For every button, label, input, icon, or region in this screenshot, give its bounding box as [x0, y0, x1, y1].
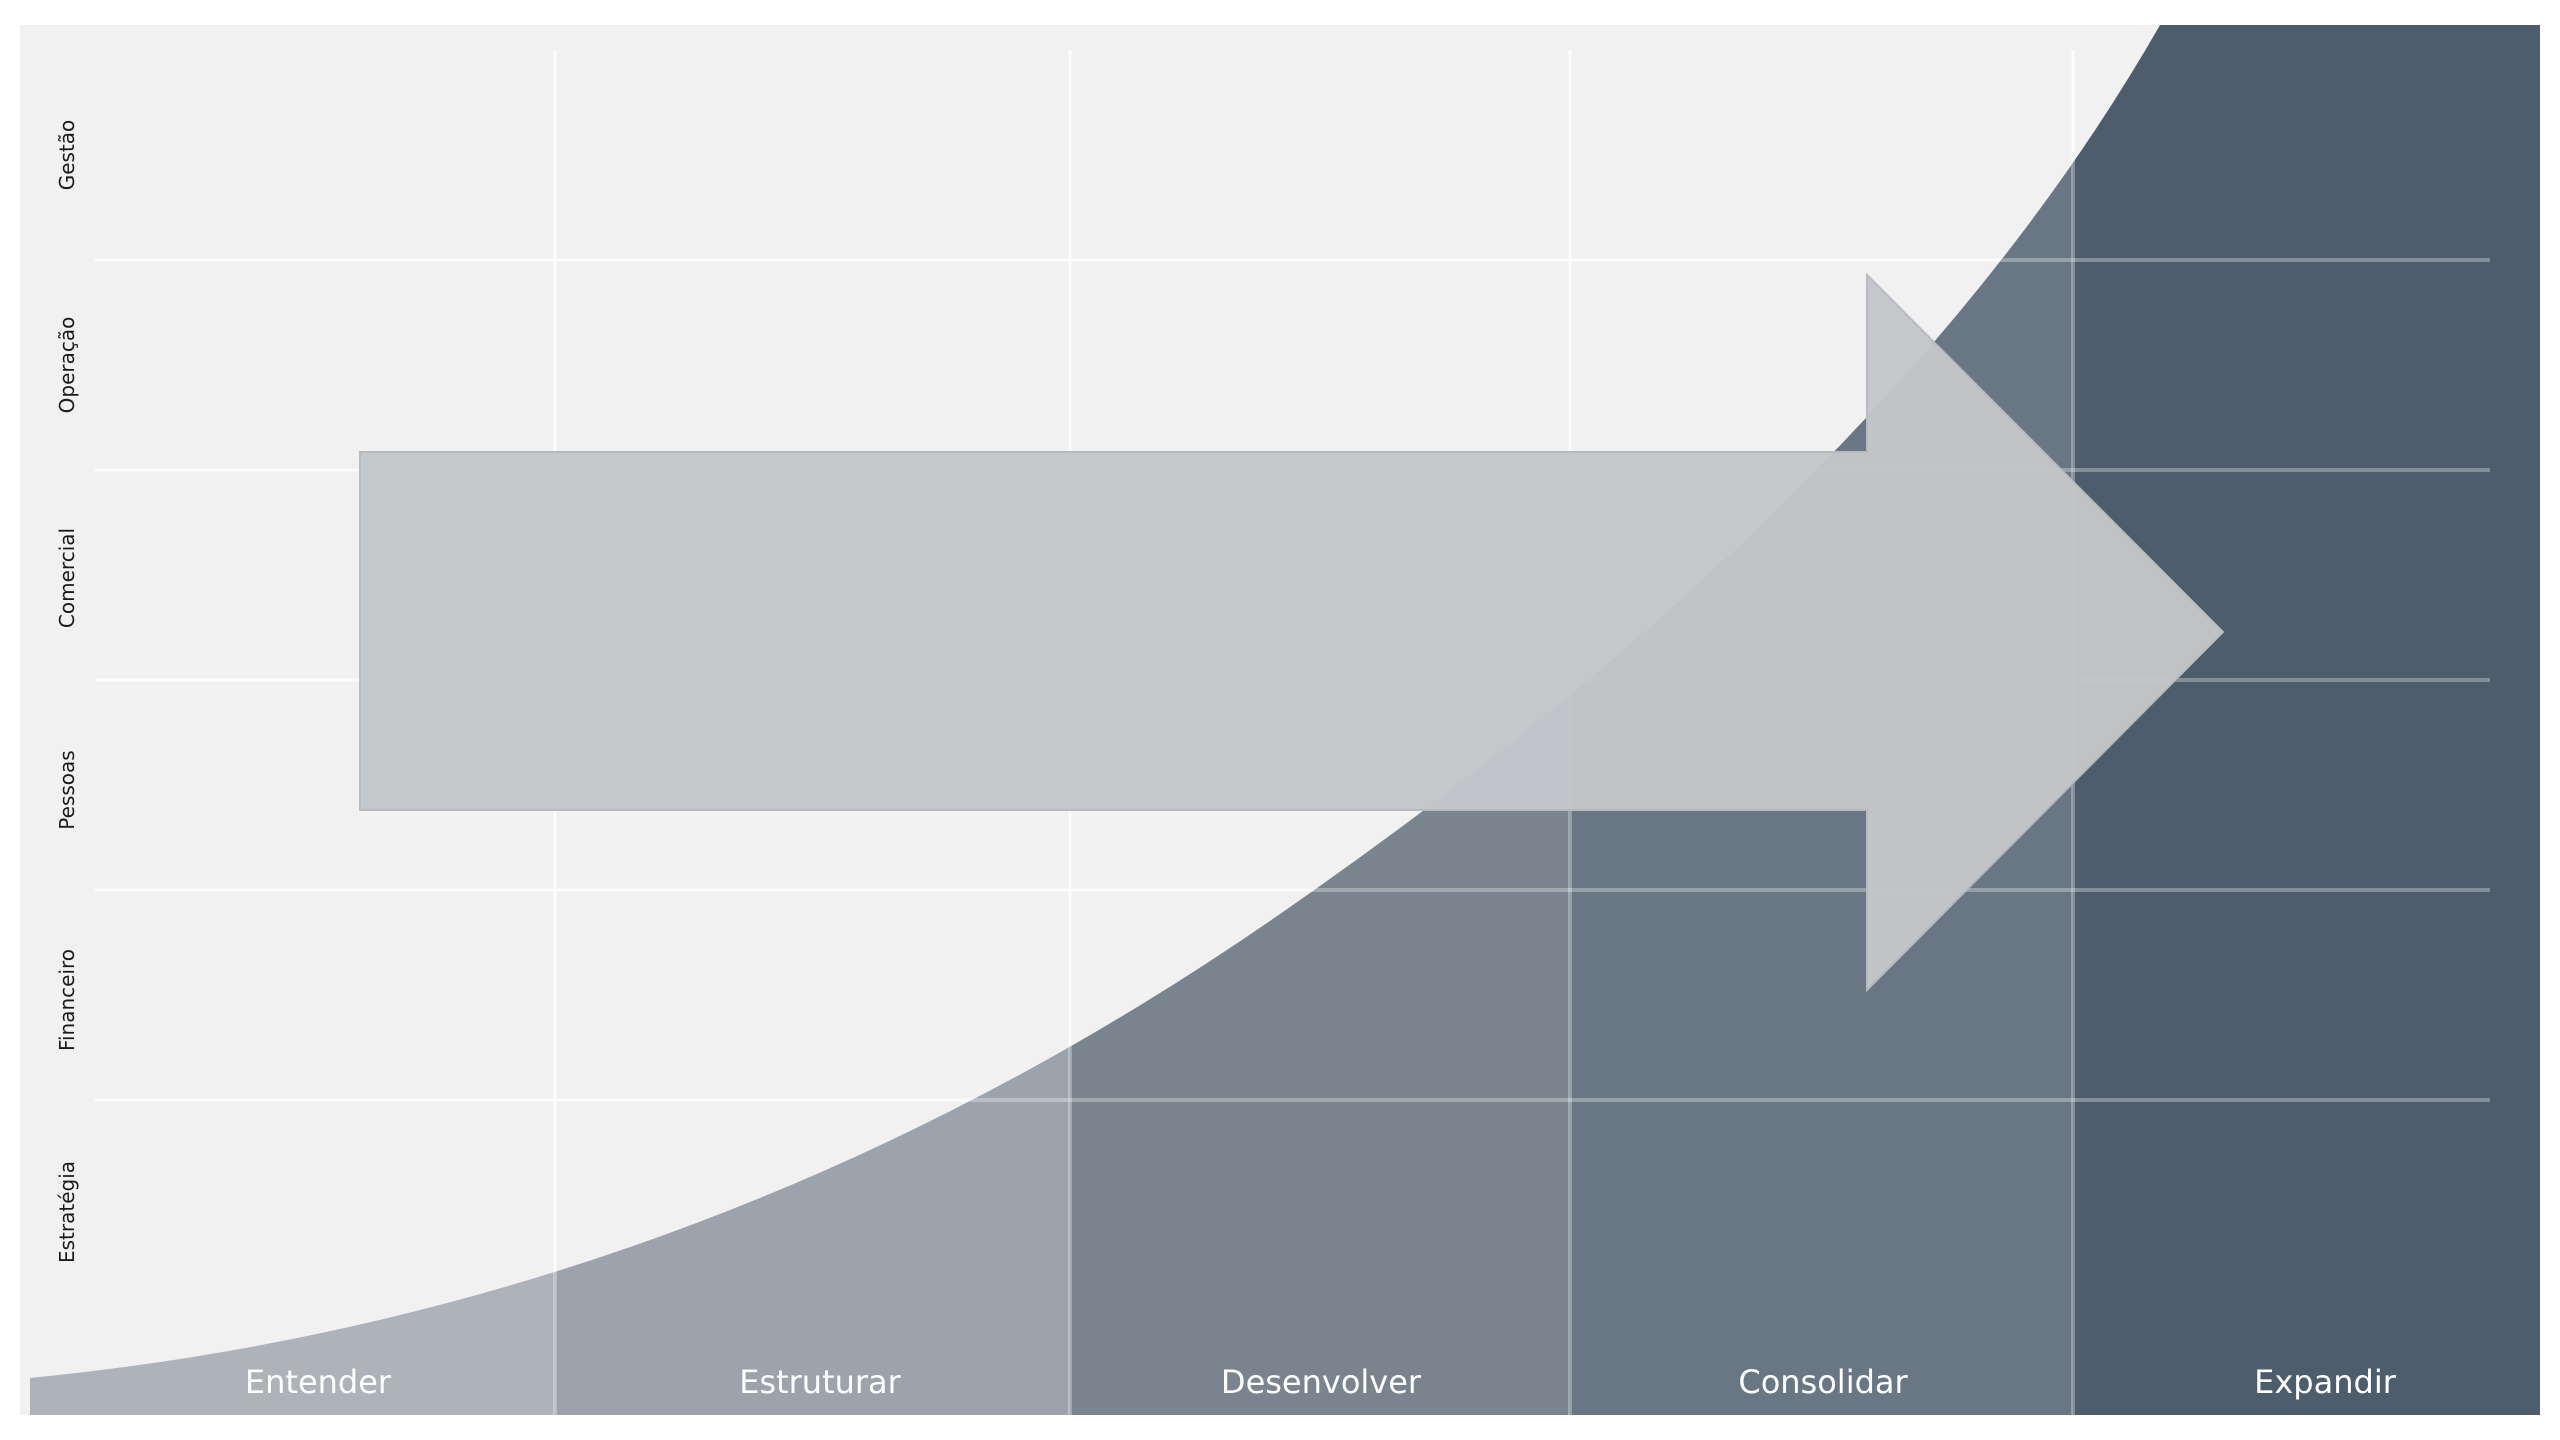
- row-label-financeiro: Financeiro: [55, 949, 79, 1051]
- stage-column-expandir: [2073, 25, 2540, 1415]
- row-labels: Gestão Operação Comercial Pessoas Financ…: [55, 120, 79, 1263]
- row-label-comercial: Comercial: [55, 528, 79, 628]
- stage-labels: Entender Estruturar Desenvolver Consolid…: [245, 1363, 2397, 1401]
- stage-label-expandir: Expandir: [2254, 1363, 2397, 1401]
- stage-label-entender: Entender: [245, 1363, 392, 1401]
- stage-label-consolidar: Consolidar: [1738, 1363, 1908, 1401]
- row-label-operacao: Operação: [55, 317, 79, 414]
- row-label-gestao: Gestão: [55, 120, 79, 191]
- stage-label-estruturar: Estruturar: [739, 1363, 901, 1401]
- row-label-estrategia: Estratégia: [55, 1161, 79, 1263]
- progress-arrow: [359, 272, 2225, 993]
- stage-label-desenvolver: Desenvolver: [1221, 1363, 1422, 1401]
- row-label-pessoas: Pessoas: [55, 750, 79, 829]
